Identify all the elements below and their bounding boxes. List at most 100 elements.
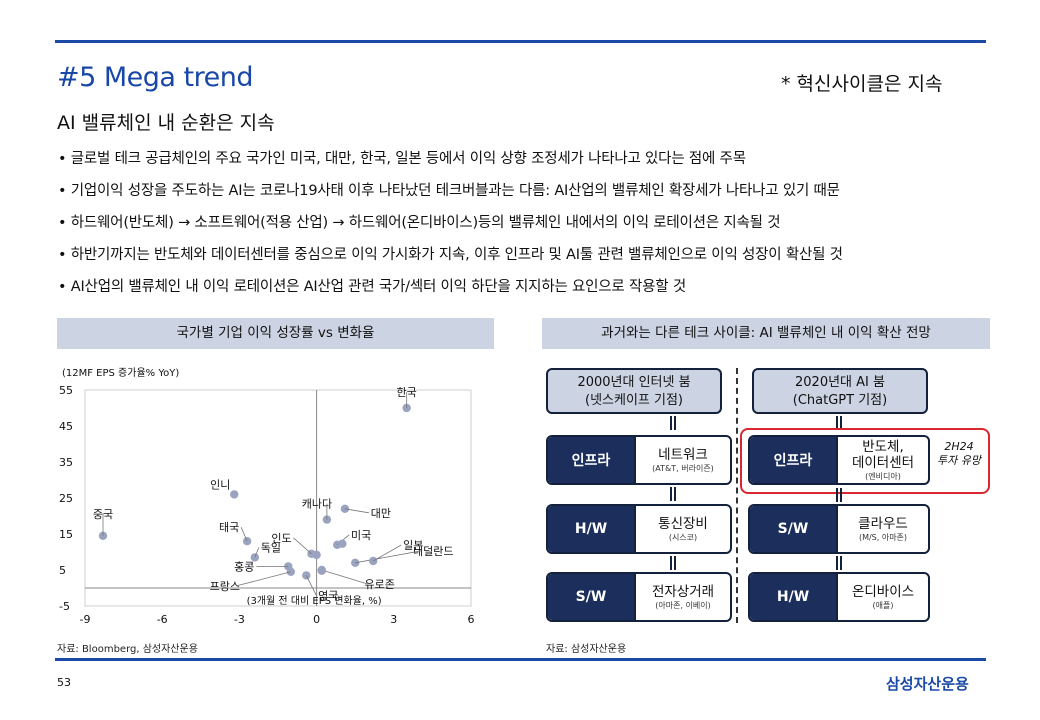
plot-frame <box>84 389 472 607</box>
connector <box>670 556 676 570</box>
x-tick-label: 3 <box>390 613 397 626</box>
stage-sub: (엔비디아) <box>865 471 901 481</box>
era-title: 2000년대 인터넷 붐 <box>577 375 691 390</box>
data-point <box>242 537 252 546</box>
point-label: 인도 <box>271 532 291 545</box>
leader-line <box>344 508 369 514</box>
era-subtitle: (ChatGPT 기점) <box>792 393 888 408</box>
data-point <box>340 504 350 513</box>
x-axis-title: (3개월 전 대비 EPS 변화율, %) <box>247 595 382 607</box>
y-tick-label: 35 <box>59 456 73 469</box>
page-tagline: * 혁신사이클은 지속 <box>781 73 943 95</box>
data-point <box>230 490 239 499</box>
leader-line <box>373 544 402 562</box>
data-point <box>286 567 296 576</box>
left-panel-source: 자료: Bloomberg, 삼성자산운용 <box>57 644 198 655</box>
point-label: 프랑스 <box>210 580 240 593</box>
era-title: 2020년대 AI 붐 <box>795 375 885 390</box>
note-line: 투자 유망 <box>937 454 981 467</box>
x-tick-label: -6 <box>157 613 168 626</box>
connector <box>670 487 676 501</box>
stage-hw-2000s: H/W 통신장비 (시스코) <box>546 504 732 554</box>
point-label: 유로존 <box>365 578 395 591</box>
stage-sw-2020s: S/W 클라우드 (M/S, 아마존) <box>748 504 930 554</box>
scatter-chart: -9 -6 -3 0 3 6 55 45 35 25 15 5 -5 (3개월 전 대비 EPS 변화율,… <box>59 384 475 626</box>
stage-label: S/W <box>750 506 836 552</box>
connector <box>836 416 842 430</box>
point-label: 일본 <box>403 538 423 552</box>
leader-line <box>321 569 368 585</box>
era-box-2020s: 2020년대 AI 붐 (ChatGPT 기점) <box>752 368 928 414</box>
note-line: 2H24 <box>944 440 974 453</box>
stage-main: 전자상거래 <box>651 583 715 600</box>
point-label: 홍콩 <box>234 559 254 573</box>
bullet-item: • 하드웨어(반도체) → 소프트웨어(적용 산업) → 하드웨어(온디바이스)… <box>58 215 781 231</box>
top-rule <box>55 40 986 43</box>
data-point <box>369 556 378 566</box>
right-panel-source: 자료: 삼성자산운용 <box>546 644 627 655</box>
left-panel-heading: 국가별 기업 이익 성장률 vs 변화율 <box>57 318 494 349</box>
stage-sub: (애플) <box>872 600 894 610</box>
leader-line <box>236 571 291 587</box>
x-tick-label: 0 <box>313 613 320 626</box>
stage-label: S/W <box>548 574 634 620</box>
stage-hw-2020s: H/W 온디바이스 (애플) <box>748 572 930 622</box>
era-subtitle: (넷스케이프 기점) <box>585 393 683 408</box>
leader-line <box>355 550 422 564</box>
page-number: 53 <box>57 676 71 689</box>
leader-line <box>240 527 248 542</box>
connector <box>670 416 676 430</box>
highlight-note: 2H24 투자 유망 <box>928 440 990 468</box>
stage-sub: (AT&T, 버라이즌) <box>652 463 714 473</box>
leader-line <box>305 575 317 596</box>
chart-layer: -9 -6 -3 0 3 6 55 45 35 25 15 5 -5 (3개월 전 대비 EPS 변화율,… <box>59 384 475 626</box>
data-point <box>338 539 347 548</box>
stage-infra-2000s: 인프라 네트워크 (AT&T, 버라이즌) <box>546 435 732 485</box>
highlight-frame <box>740 428 990 494</box>
connector <box>836 556 842 570</box>
right-panel-heading: 과거와는 다른 테크 사이클: AI 밸류체인 내 이익 확산 전망 <box>542 318 990 349</box>
stage-sw-2000s: S/W 전자상거래 (아마존, 이베이) <box>546 572 732 622</box>
point-label: 미국 <box>351 529 371 542</box>
stage-label: H/W <box>548 506 634 552</box>
stage-label: 인프라 <box>548 437 634 483</box>
leader-line <box>254 547 260 558</box>
connector <box>836 488 842 502</box>
point-label: 대만 <box>371 507 391 520</box>
data-point <box>312 550 321 560</box>
stage-infra-2020s: 인프라 반도체, 데이터센터 (엔비디아) <box>748 435 930 485</box>
y-tick-label: 55 <box>59 384 73 397</box>
bullet-list: • 글로벌 테크 공급체인의 주요 국가인 미국, 대만, 한국, 일본 등에서… <box>58 148 998 308</box>
point-label: 인니 <box>210 478 230 491</box>
point-label: 영국 <box>318 589 338 602</box>
y-tick-label: -5 <box>59 600 70 613</box>
data-point <box>250 553 260 562</box>
stage-main: 온디바이스 <box>851 583 915 600</box>
bullet-item: • 글로벌 테크 공급체인의 주요 국가인 미국, 대만, 한국, 일본 등에서… <box>58 151 746 167</box>
data-point <box>317 566 326 575</box>
stage-main: 클라우드 <box>858 515 908 532</box>
x-tick-label: 6 <box>468 613 475 626</box>
bullet-item: • AI산업의 밸류체인 내 이익 로테이션은 AI산업 관련 국가/섹터 이익… <box>58 279 686 295</box>
column-divider <box>736 368 738 623</box>
y-tick-label: 15 <box>59 528 73 541</box>
point-label: 캐나다 <box>302 498 332 511</box>
bottom-rule <box>55 658 986 661</box>
stage-main: 통신장비 <box>658 515 708 532</box>
stage-label: 인프라 <box>750 437 836 483</box>
chart-y-unit: (12MF EPS 증가율% YoY) <box>62 368 180 379</box>
bullet-item: • 기업이익 성장을 주도하는 AI는 코로나19사태 이후 나타났던 테크버블… <box>58 183 840 199</box>
stage-sub: (아마존, 이베이) <box>655 600 711 610</box>
stage-main: 네트워크 <box>658 446 708 463</box>
bullet-item: • 하반기까지는 반도체와 데이터센터를 중심으로 이익 가시화가 지속, 이후… <box>58 247 843 263</box>
point-label: 태국 <box>219 521 239 534</box>
x-tick-label: -3 <box>234 613 245 626</box>
leader-line <box>293 537 312 555</box>
stage-sub: (M/S, 아마존) <box>858 532 908 542</box>
stage-main: 반도체, <box>862 438 904 455</box>
era-box-2000s: 2000년대 인터넷 붐 (넷스케이프 기점) <box>546 368 722 414</box>
stage-main-2: 데이터센터 <box>851 454 915 471</box>
page-title: #5 Mega trend <box>57 62 254 93</box>
x-tick-label: -9 <box>80 613 91 626</box>
y-tick-label: 5 <box>59 564 66 577</box>
